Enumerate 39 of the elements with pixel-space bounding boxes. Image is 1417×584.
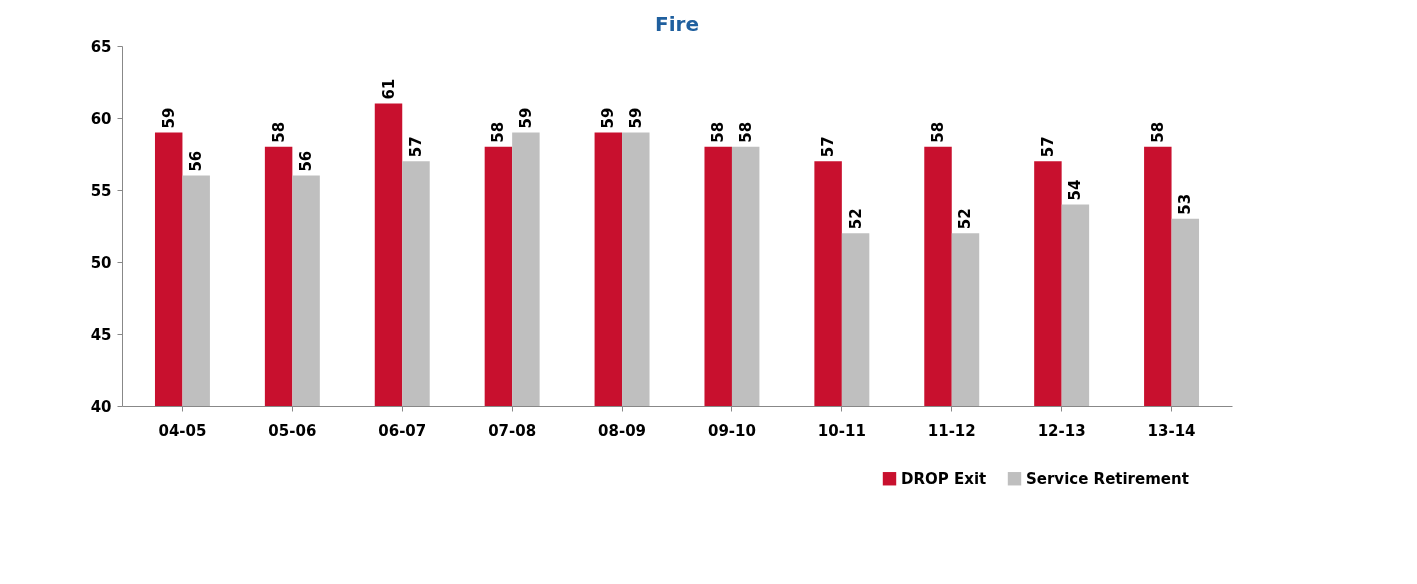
- y-tick-label: 45: [90, 325, 112, 344]
- y-tick-label: 60: [90, 109, 112, 128]
- legend-label: Service Retirement: [1026, 469, 1189, 488]
- data-label: 57: [1038, 136, 1057, 158]
- data-label: 58: [709, 121, 728, 143]
- data-label: 58: [489, 121, 508, 143]
- data-label: 56: [297, 150, 316, 172]
- x-tick-label: 06-07: [378, 421, 427, 440]
- data-label: 57: [819, 136, 838, 158]
- data-label: 59: [626, 107, 645, 129]
- data-label: 56: [187, 150, 206, 172]
- data-label: 59: [516, 107, 535, 129]
- data-label: 52: [956, 208, 975, 230]
- y-tick-label: 50: [90, 253, 112, 272]
- data-label: 59: [599, 107, 618, 129]
- y-tick-label: 65: [90, 37, 112, 56]
- x-tick-label: 07-08: [488, 421, 537, 440]
- x-tick-label: 12-13: [1037, 421, 1086, 440]
- x-tick-label: 08-09: [598, 421, 647, 440]
- x-tick-label: 10-11: [817, 421, 866, 440]
- data-label: 59: [159, 107, 178, 129]
- x-tick-label: 11-12: [927, 421, 976, 440]
- data-label: 57: [406, 136, 425, 158]
- data-label: 58: [736, 121, 755, 143]
- data-label: 54: [1066, 179, 1085, 201]
- data-label: 52: [846, 208, 865, 230]
- x-tick-label: 13-14: [1147, 421, 1196, 440]
- x-tick-label: 04-05: [158, 421, 207, 440]
- data-label: 58: [929, 121, 948, 143]
- y-tick-label: 55: [90, 181, 112, 200]
- data-label: 58: [1148, 121, 1167, 143]
- chart-title: Fire: [655, 12, 699, 36]
- x-tick-label: 09-10: [707, 421, 756, 440]
- data-label: 58: [269, 121, 288, 143]
- x-tick-label: 05-06: [268, 421, 317, 440]
- data-label: 53: [1176, 193, 1195, 215]
- data-label: 61: [379, 78, 398, 100]
- legend-label: DROP Exit: [901, 469, 987, 488]
- y-tick-label: 40: [90, 397, 112, 416]
